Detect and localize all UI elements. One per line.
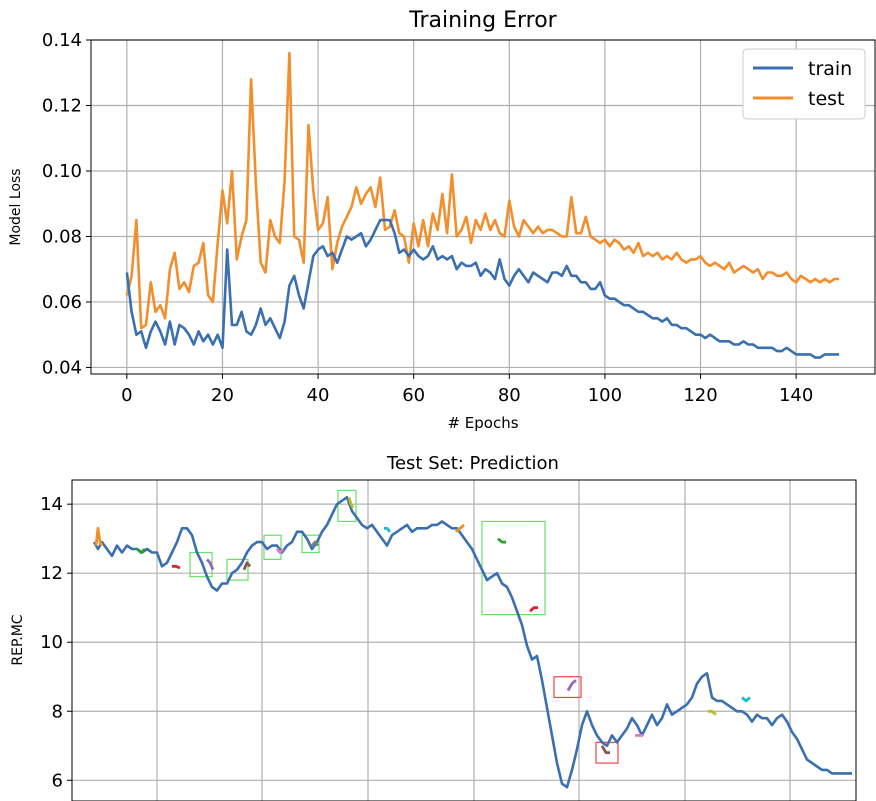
series-line-test	[125, 51, 840, 330]
prediction-line	[275, 548, 285, 554]
prediction-line	[94, 526, 104, 547]
highlight-box	[226, 558, 249, 581]
y-axis-label: REP.MC	[10, 614, 26, 665]
legend-test-label: test	[808, 88, 845, 110]
x-tick-label: 140	[779, 385, 813, 406]
y-ticks: 6 8 10 12 14	[40, 494, 72, 791]
plot-frame	[90, 39, 876, 375]
y-tick-label: 10	[40, 632, 63, 653]
y-tick-label: 14	[40, 494, 63, 515]
prediction-line	[310, 540, 320, 547]
prediction-line	[455, 523, 465, 533]
x-tick-label: 120	[683, 385, 717, 406]
highlight-boxes	[189, 489, 619, 764]
prediction-line	[242, 561, 252, 571]
prediction-line	[136, 547, 146, 554]
x-ticks: 0 20 40 60 80 100 120 140	[121, 374, 813, 406]
prediction-segments	[94, 496, 751, 755]
y-axis-label: Model Loss	[8, 168, 24, 245]
y-tick-label: 12	[40, 563, 63, 584]
chart-title: Test Set: Prediction	[386, 453, 559, 474]
prediction-line	[741, 696, 751, 703]
x-tick-label: 40	[307, 385, 330, 406]
x-tick-label: 100	[588, 385, 622, 406]
highlight-box	[263, 534, 282, 560]
y-tick-label: 0.04	[42, 357, 82, 378]
y-tick-label: 8	[52, 701, 63, 722]
y-ticks: 0.04 0.06 0.08 0.10 0.12 0.14	[42, 30, 91, 378]
y-tick-label: 6	[52, 770, 63, 791]
prediction-line	[384, 526, 392, 533]
x-tick-label: 20	[211, 385, 234, 406]
legend-train-label: train	[808, 58, 852, 80]
grid	[72, 480, 856, 801]
chart-title: Training Error	[408, 8, 557, 33]
plot-frame	[71, 479, 857, 801]
y-tick-label: 0.10	[42, 161, 82, 182]
actual-series	[92, 495, 852, 789]
y-tick-label: 0.14	[42, 30, 82, 51]
y-tick-label: 0.06	[42, 292, 82, 313]
y-tick-label: 0.12	[42, 95, 82, 116]
highlight-box	[337, 489, 357, 523]
prediction-chart: Test Set: Prediction 6 8 10 12 14 REP.MC	[10, 453, 857, 801]
prediction-line	[497, 537, 506, 544]
prediction-line	[172, 564, 181, 570]
highlight-box	[595, 741, 619, 764]
training-error-chart: Training Error 0 20 40 60 80 100 120 140 0.040.…	[8, 8, 876, 432]
highlight-box	[553, 676, 582, 699]
series-lines	[125, 51, 840, 359]
prediction-line	[347, 496, 355, 509]
prediction-line	[205, 558, 215, 571]
prediction-line	[566, 679, 577, 692]
highlight-box	[301, 534, 320, 554]
x-tick-label: 80	[498, 385, 521, 406]
x-tick-label: 0	[121, 385, 132, 406]
legend: train test	[742, 48, 866, 120]
prediction-line	[600, 745, 610, 755]
y-tick-label: 0.08	[42, 226, 82, 247]
x-tick-label: 60	[402, 385, 425, 406]
prediction-line	[529, 606, 538, 613]
series-line-train	[125, 218, 840, 359]
actual-line	[92, 495, 852, 789]
x-axis-label: # Epochs	[447, 414, 518, 432]
prediction-line	[708, 709, 717, 716]
